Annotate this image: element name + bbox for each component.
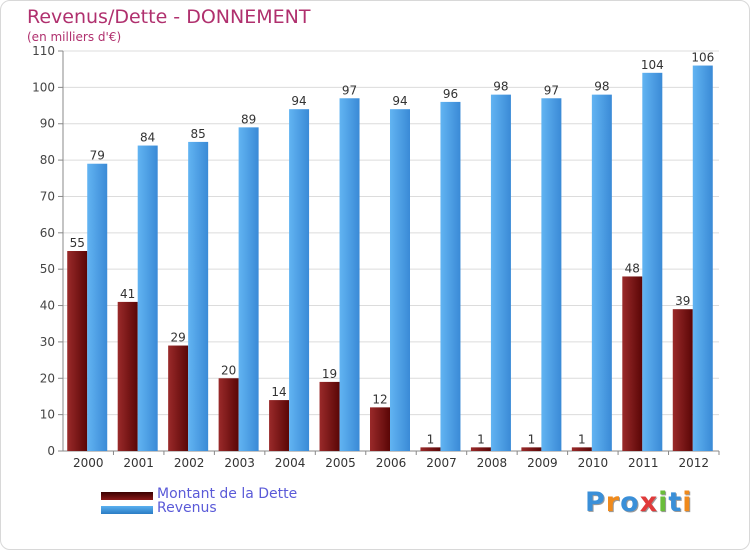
data-label-revenus: 97 xyxy=(342,83,357,97)
data-label-revenus: 85 xyxy=(191,127,206,141)
logo-letter: i xyxy=(682,487,693,518)
y-tick-label: 70 xyxy=(40,189,55,203)
bar-dette xyxy=(117,301,138,451)
bar-dette xyxy=(370,407,390,451)
data-label-dette: 29 xyxy=(171,331,186,345)
data-label-revenus: 84 xyxy=(140,131,155,145)
bar-revenus xyxy=(490,94,511,452)
y-tick-label: 50 xyxy=(40,262,55,276)
data-label-revenus: 94 xyxy=(392,94,407,108)
bar-revenus xyxy=(137,145,158,451)
bar-revenus xyxy=(188,141,209,451)
chart-title: Revenus/Dette - DONNEMENT xyxy=(27,6,311,28)
y-tick-label: 0 xyxy=(47,444,55,458)
bar-revenus xyxy=(541,98,562,451)
data-label-dette: 1 xyxy=(427,432,435,446)
logo-letter: o xyxy=(620,487,640,518)
x-tick-label: 2012 xyxy=(678,456,709,470)
bar-dette xyxy=(672,309,693,451)
data-label-dette: 41 xyxy=(120,287,135,301)
data-label-revenus: 89 xyxy=(241,112,256,126)
bar-revenus xyxy=(591,94,612,452)
data-label-dette: 1 xyxy=(578,432,586,446)
x-tick-label: 2007 xyxy=(426,456,457,470)
x-tick-label: 2006 xyxy=(376,456,407,470)
bar-dette xyxy=(420,447,441,451)
logo-letter: i xyxy=(658,487,669,518)
y-tick-label: 10 xyxy=(40,408,55,422)
y-tick-label: 30 xyxy=(40,335,55,349)
legend-label-revenus: Revenus xyxy=(157,500,217,516)
bar-dette xyxy=(521,447,542,451)
bar-revenus xyxy=(339,98,360,451)
data-label-revenus: 97 xyxy=(544,83,559,97)
x-tick-label: 2003 xyxy=(224,456,255,470)
legend-label-dette: Montant de la Dette xyxy=(157,486,298,502)
y-tick-label: 80 xyxy=(40,153,55,167)
bar-dette xyxy=(622,276,643,451)
data-label-revenus: 98 xyxy=(594,80,609,94)
y-tick-label: 100 xyxy=(32,80,55,94)
data-label-dette: 19 xyxy=(322,367,337,381)
logo-letter: x xyxy=(639,487,659,518)
bar-dette xyxy=(218,378,239,451)
x-tick-label: 2002 xyxy=(174,456,205,470)
y-tick-label: 90 xyxy=(40,117,55,131)
bar-revenus xyxy=(440,101,461,451)
data-label-dette: 39 xyxy=(675,294,690,308)
data-label-dette: 48 xyxy=(625,261,640,275)
logo-letter: t xyxy=(668,487,683,518)
y-tick-label: 60 xyxy=(40,226,55,240)
data-label-revenus: 106 xyxy=(691,51,714,65)
bar-dette xyxy=(470,447,491,451)
legend-swatch-dette xyxy=(101,492,153,500)
bar-dette xyxy=(571,447,592,451)
bar-dette xyxy=(319,381,340,451)
bar-dette xyxy=(67,251,88,451)
data-label-revenus: 94 xyxy=(291,94,306,108)
bar-dette xyxy=(269,400,290,451)
data-label-revenus: 79 xyxy=(90,149,105,163)
bar-revenus xyxy=(642,72,663,452)
data-label-dette: 1 xyxy=(528,432,536,446)
data-label-revenus: 98 xyxy=(493,80,508,94)
x-tick-label: 2011 xyxy=(628,456,659,470)
legend-swatch-revenus xyxy=(101,506,153,514)
x-tick-label: 2008 xyxy=(477,456,508,470)
bar-dette xyxy=(168,345,189,451)
bar-revenus xyxy=(238,127,259,451)
y-tick-label: 40 xyxy=(40,299,55,313)
data-label-dette: 14 xyxy=(271,385,286,399)
data-label-dette: 20 xyxy=(221,363,236,377)
chart-subtitle: (en milliers d'€) xyxy=(27,30,122,44)
x-tick-label: 2004 xyxy=(275,456,306,470)
data-label-dette: 1 xyxy=(477,432,485,446)
x-tick-label: 2000 xyxy=(73,456,104,470)
y-tick-label: 20 xyxy=(40,371,55,385)
data-label-dette: 12 xyxy=(372,392,387,406)
logo-letter: r xyxy=(605,487,621,518)
data-label-revenus: 104 xyxy=(641,58,664,72)
bar-revenus xyxy=(87,163,108,451)
bar-revenus xyxy=(692,65,713,451)
proxiti-logo: Proxiti xyxy=(585,487,693,518)
x-tick-label: 2005 xyxy=(325,456,356,470)
data-label-revenus: 96 xyxy=(443,87,458,101)
y-tick-label: 110 xyxy=(32,44,55,58)
bar-revenus xyxy=(390,109,410,451)
bar-revenus xyxy=(289,109,310,451)
data-label-dette: 55 xyxy=(70,236,85,250)
x-tick-label: 2010 xyxy=(578,456,609,470)
logo-letter: P xyxy=(585,487,606,518)
x-tick-label: 2001 xyxy=(123,456,154,470)
x-tick-label: 2009 xyxy=(527,456,558,470)
